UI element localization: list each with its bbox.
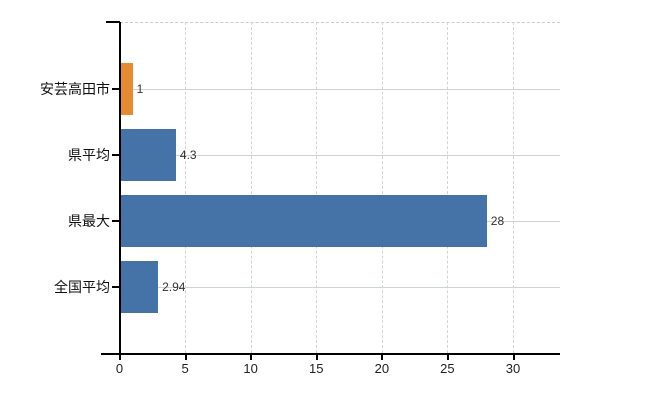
- plot-top-border: [119, 22, 560, 23]
- bar: [120, 195, 487, 247]
- vertical-gridline: [447, 22, 449, 353]
- x-tick-label: 10: [243, 361, 258, 376]
- x-tick-label: 30: [505, 361, 521, 376]
- x-tick: [381, 354, 384, 360]
- x-tick: [315, 354, 318, 360]
- vertical-gridline: [250, 22, 252, 353]
- y-axis-line: [118, 22, 121, 355]
- y-axis-top-tick: [106, 21, 120, 23]
- bar-value-label: 1: [136, 82, 144, 96]
- vertical-gridline: [381, 22, 383, 353]
- category-label: 全国平均: [54, 279, 110, 295]
- x-tick-label: 25: [440, 361, 455, 376]
- category-tick: [112, 286, 119, 288]
- category-label: 県平均: [68, 147, 110, 163]
- vertical-gridline: [185, 22, 187, 353]
- bar-value-label: 4.3: [179, 148, 197, 162]
- category-tick: [112, 88, 119, 90]
- bar: [120, 261, 159, 313]
- x-tick: [512, 354, 515, 360]
- horizontal-gridline: [119, 89, 560, 90]
- bar-value-label: 28: [490, 214, 505, 228]
- x-tick-label: 15: [309, 361, 324, 376]
- category-label: 県最大: [68, 213, 110, 229]
- x-axis-line: [101, 352, 560, 355]
- x-tick: [446, 354, 449, 360]
- bar-value-label: 2.94: [162, 280, 186, 294]
- horizontal-gridline: [119, 155, 560, 156]
- x-tick: [250, 354, 253, 360]
- bar: [120, 129, 176, 181]
- x-tick-label: 20: [374, 361, 390, 376]
- category-tick: [112, 220, 119, 222]
- x-tick-label: 5: [181, 361, 189, 376]
- vertical-gridline: [316, 22, 318, 353]
- bar: [120, 63, 133, 115]
- category-label: 安芸高田市: [40, 81, 110, 97]
- category-tick: [112, 154, 119, 156]
- horizontal-gridline: [119, 287, 560, 288]
- x-tick: [119, 354, 121, 360]
- vertical-gridline: [513, 22, 514, 353]
- x-tick: [184, 354, 187, 360]
- x-tick-label: 0: [115, 361, 124, 376]
